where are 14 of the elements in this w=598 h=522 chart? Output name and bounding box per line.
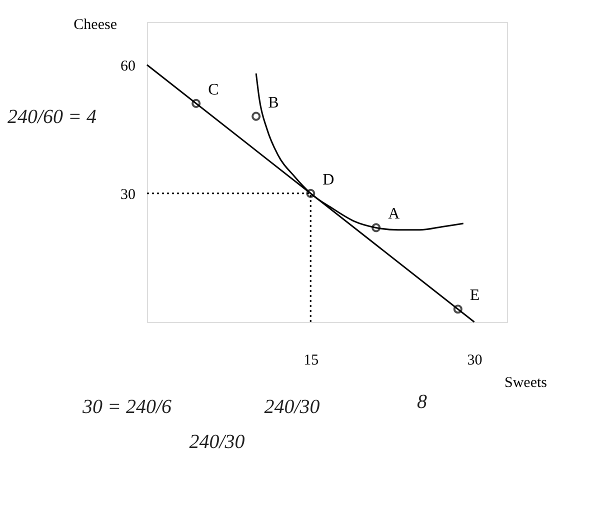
text: 240/30 [264, 396, 320, 418]
x-axis-title: Sweets [504, 375, 548, 391]
text: 240/60 = 4 [7, 106, 97, 128]
annotation: E [470, 287, 480, 304]
y-axis-title: Cheese [74, 17, 118, 33]
text: 30 = 240/6 [81, 396, 172, 418]
annotation: B [268, 94, 279, 112]
x-tick-label: 15 [304, 352, 319, 368]
annotation: A [388, 206, 400, 223]
y-tick-label: 60 [120, 58, 136, 74]
annotation: D [322, 171, 334, 188]
text: 240/30 [189, 431, 245, 453]
annotation: C [208, 81, 219, 98]
text: 8 [417, 391, 427, 413]
